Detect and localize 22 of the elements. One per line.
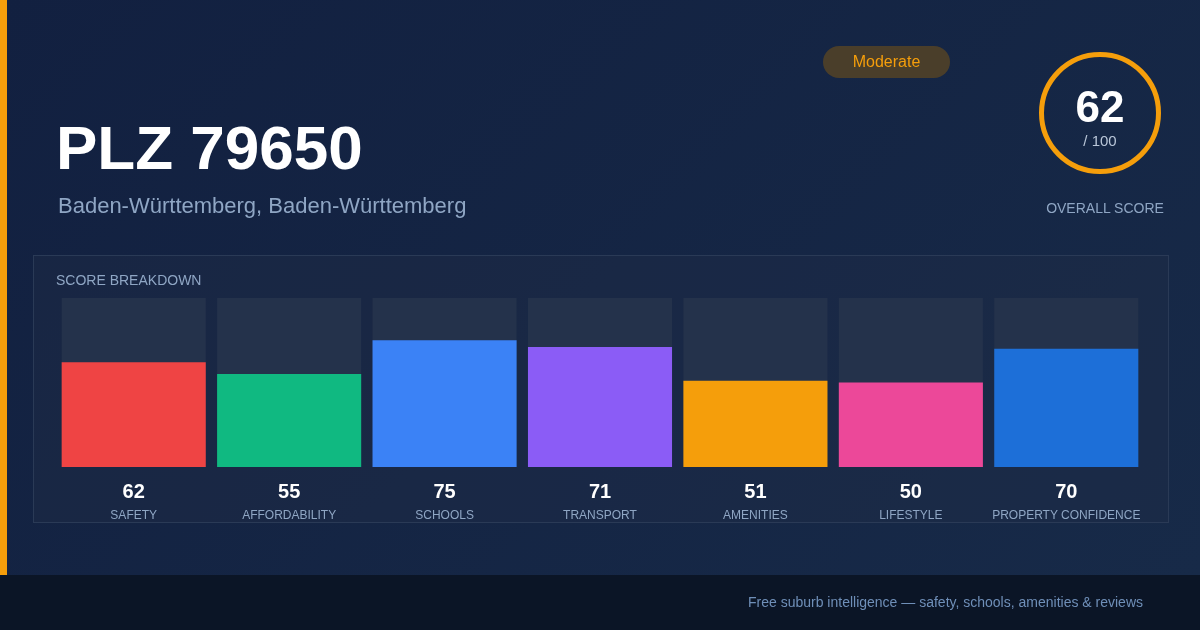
x-tick-label: TRANSPORT: [563, 508, 638, 523]
data-label: 55: [278, 479, 301, 502]
data-label: 71: [588, 479, 612, 502]
x-tick-label: SAFETY: [110, 508, 158, 523]
data-label: 70: [1055, 479, 1078, 502]
text: Free suburb intelligence — safety, schools, amenities & reviews: [747, 594, 1143, 610]
text: / 100: [1082, 132, 1118, 149]
data-label: 50: [899, 479, 922, 502]
x-tick-label: PROPERTY CONFIDENCE: [992, 508, 1141, 523]
x-tick-label: SCHOOLS: [415, 508, 474, 523]
x-tick-label: LIFESTYLE: [879, 508, 943, 523]
chart-subtitle: Baden-Württemberg, Baden-Württemberg: [58, 193, 467, 219]
data-label: 75: [433, 479, 456, 502]
x-tick-label: AMENITIES: [723, 508, 788, 523]
text: OVERALL SCORE: [1045, 200, 1165, 216]
chart-title: PLZ 79650: [56, 112, 363, 183]
text: SCORE BREAKDOWN: [56, 272, 202, 288]
text: 62: [1074, 82, 1126, 132]
x-tick-label: AFFORDABILITY: [242, 508, 337, 523]
data-label: 51: [744, 479, 767, 502]
text: Moderate: [823, 46, 950, 78]
data-label: 62: [122, 479, 145, 502]
